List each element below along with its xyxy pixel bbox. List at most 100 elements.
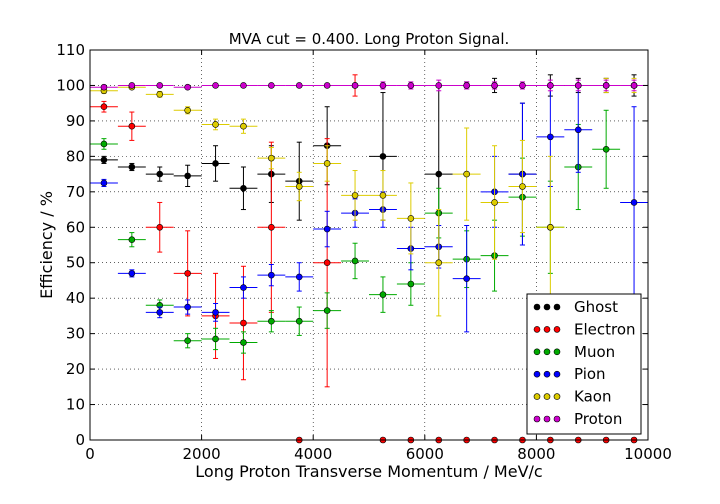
data-point	[574, 82, 582, 89]
data-point	[128, 122, 136, 130]
axis-ticks: 0 2000 4000 6000 8000 10000 0 10 20 30 40 50 60 70 80 9…	[56, 41, 672, 463]
data-point	[212, 160, 219, 167]
data-point	[323, 82, 331, 89]
legend-marker	[553, 326, 561, 333]
data-point	[630, 82, 638, 89]
data-point	[463, 170, 470, 178]
y-tick-label: 80	[66, 147, 85, 165]
data-point	[128, 82, 136, 89]
legend-label: Kaon	[574, 388, 611, 406]
data-point	[240, 284, 247, 291]
legend-item-ghost: Ghost	[533, 298, 618, 316]
data-point	[240, 122, 247, 130]
series-kaon	[90, 77, 648, 317]
x-tick-label: 2000	[183, 445, 221, 463]
y-tick-label: 40	[66, 289, 85, 307]
data-point	[268, 223, 275, 231]
data-point	[268, 317, 275, 325]
x-tick-label: 8000	[517, 445, 555, 463]
legend-marker	[553, 303, 561, 311]
data-point	[240, 339, 247, 346]
legend-label: Ghost	[574, 298, 618, 316]
legend-marker	[533, 348, 541, 356]
data-point	[351, 192, 359, 199]
y-tick-label: 0	[75, 431, 85, 449]
legend-marker	[543, 393, 551, 400]
data-point	[351, 257, 359, 265]
data-point	[574, 126, 582, 134]
legend-marker	[543, 415, 551, 423]
legend-label: Proton	[574, 410, 622, 428]
data-point	[184, 270, 191, 277]
x-axis-label: Long Proton Transverse Momentum / MeV/c	[195, 462, 542, 481]
data-point	[351, 82, 359, 89]
data-point	[156, 309, 164, 316]
legend-marker	[553, 393, 561, 400]
data-point	[212, 335, 219, 343]
legend-item-kaon: Kaon	[533, 388, 611, 406]
data-point	[100, 83, 108, 91]
data-point	[100, 140, 108, 148]
legend-item-electron: Electron	[533, 320, 636, 338]
data-point	[268, 271, 275, 279]
data-point	[240, 319, 247, 327]
data-point	[602, 82, 610, 89]
data-point	[156, 91, 164, 98]
data-point	[156, 170, 164, 178]
y-tick-label: 50	[66, 254, 85, 272]
legend-marker	[533, 370, 541, 378]
data-point	[212, 82, 219, 89]
data-point	[100, 179, 108, 187]
data-point	[323, 259, 331, 267]
legend-item-pion: Pion	[533, 365, 606, 383]
legend: Ghost Electron Muon Pion Kaon Proton	[526, 293, 642, 435]
x-tick-label: 10000	[624, 445, 672, 463]
legend-box	[526, 293, 642, 435]
data-point	[379, 82, 387, 89]
data-point	[212, 309, 219, 316]
data-point	[100, 103, 108, 111]
y-tick-label: 10	[66, 396, 85, 414]
y-tick-label: 90	[66, 112, 85, 130]
data-series	[90, 74, 648, 444]
series-proton	[90, 79, 648, 92]
legend-label: Electron	[574, 320, 636, 338]
legend-marker	[553, 348, 561, 356]
legend-marker	[533, 326, 541, 333]
y-tick-label: 100	[56, 76, 85, 94]
data-point	[184, 106, 191, 114]
legend-marker	[553, 415, 561, 423]
legend-item-muon: Muon	[533, 343, 615, 361]
data-point	[547, 82, 554, 89]
x-tick-label: 0	[85, 445, 95, 463]
data-point	[379, 291, 387, 298]
data-point	[212, 121, 219, 128]
data-point	[295, 273, 303, 281]
data-point	[435, 170, 443, 178]
data-point	[100, 156, 108, 164]
legend-marker	[553, 370, 561, 378]
y-tick-label: 30	[66, 325, 85, 343]
legend-item-proton: Proton	[533, 410, 622, 428]
data-point	[184, 83, 191, 91]
data-point	[435, 259, 443, 267]
data-point	[379, 153, 387, 160]
data-point	[184, 303, 191, 311]
data-point	[156, 82, 164, 89]
legend-marker	[533, 415, 541, 423]
data-point	[128, 270, 136, 277]
legend-marker	[543, 326, 551, 333]
y-axis-label: Efficiency / %	[37, 191, 56, 299]
data-point	[463, 275, 470, 282]
data-point	[240, 82, 247, 89]
data-point	[128, 163, 136, 171]
data-point	[435, 82, 443, 89]
data-point	[379, 192, 387, 199]
data-point	[295, 317, 303, 325]
legend-label: Pion	[574, 365, 606, 383]
data-point	[491, 82, 498, 89]
data-point	[240, 184, 247, 192]
y-tick-label: 20	[66, 360, 85, 378]
legend-marker	[543, 348, 551, 356]
